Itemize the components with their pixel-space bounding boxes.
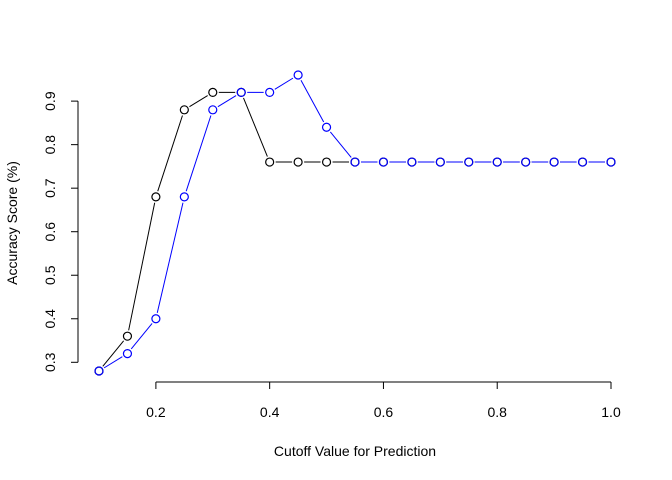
series-2-point — [94, 366, 104, 376]
series-2-point — [492, 157, 502, 167]
series-2-point — [577, 157, 588, 167]
series-1-point — [122, 331, 133, 341]
y-axis-title: Accuracy Score (%) — [4, 161, 20, 285]
series-2-point — [265, 87, 275, 98]
x-tick-label: 0.2 — [146, 404, 166, 420]
y-tick-label: 0.3 — [42, 352, 58, 372]
series-2 — [94, 70, 616, 376]
series-2-point — [606, 157, 616, 167]
series-1-point — [208, 87, 218, 98]
series-2-segment — [217, 95, 237, 108]
series-2-segment — [300, 80, 325, 123]
series-2-point — [435, 157, 445, 167]
series-2-point — [293, 70, 303, 80]
y-axis: 0.3 0.4 0.5 0.6 0.7 0.8 0.9 — [42, 91, 79, 372]
series-2-point — [407, 157, 417, 167]
x-tick-label: 1.0 — [601, 404, 621, 420]
x-tick-label: 0.4 — [260, 404, 280, 420]
series-1-segment — [157, 115, 183, 192]
y-tick-label: 0.5 — [42, 265, 58, 285]
y-tick-label: 0.4 — [42, 309, 58, 329]
x-axis: 0.2 0.4 0.6 0.8 1.0 — [146, 381, 621, 420]
series-2-point — [321, 122, 332, 132]
series-2-segment — [156, 202, 184, 314]
series-2-point — [179, 192, 189, 202]
series-2-segment — [274, 77, 294, 90]
y-tick-label: 0.7 — [42, 178, 58, 198]
series-2-segment — [185, 115, 212, 192]
series-1-point — [151, 192, 161, 202]
series-1-segment — [189, 95, 208, 108]
series-1-point — [265, 157, 275, 167]
y-tick-label: 0.8 — [42, 135, 58, 155]
series-1 — [94, 87, 616, 376]
y-tick-label: 0.9 — [42, 91, 58, 111]
series-2-segment — [103, 356, 123, 369]
series-1-segment — [128, 202, 156, 331]
x-tick-label: 0.8 — [487, 404, 507, 420]
series-2-point — [464, 157, 474, 167]
series-1-segment — [243, 97, 268, 157]
series-2-point — [350, 157, 360, 167]
series-1-point — [179, 105, 189, 115]
x-axis-title: Cutoff Value for Prediction — [274, 443, 436, 459]
series-2-point — [208, 105, 218, 115]
series-2-segment — [329, 131, 352, 158]
series-2-point — [549, 157, 559, 167]
y-tick-label: 0.6 — [42, 222, 58, 242]
series-2-point — [521, 157, 531, 167]
x-tick-label: 0.6 — [374, 404, 394, 420]
series-1-segment — [102, 340, 125, 367]
series-1-point — [293, 157, 303, 167]
series-2-point — [378, 157, 389, 167]
series-2-point — [151, 314, 161, 324]
series-layer — [94, 70, 616, 376]
series-1-point — [321, 157, 332, 167]
series-2-point — [122, 348, 133, 359]
series-2-point — [236, 87, 246, 98]
series-2-segment — [130, 323, 153, 350]
